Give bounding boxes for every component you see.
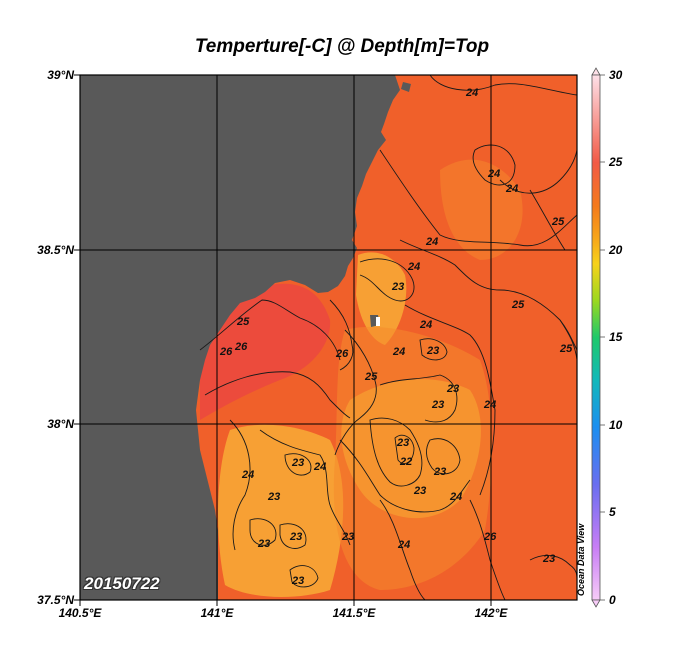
contour-label: 24 — [407, 261, 420, 273]
contour-line — [329, 299, 354, 371]
contour-label: 23 — [426, 345, 439, 357]
lat-label-38.5N: 38.5°N — [37, 243, 74, 257]
land-mass — [80, 75, 400, 600]
contour-line — [426, 438, 461, 475]
contour-label: 25 — [551, 216, 565, 228]
contour-line — [419, 338, 448, 361]
lon-label-141.5E: 141.5°E — [332, 606, 376, 620]
map-title: Temperture[-C] @ Depth[m]=Top — [194, 36, 490, 57]
contour-label: 24 — [419, 319, 432, 331]
contour-line — [379, 499, 426, 600]
contour-line — [279, 523, 307, 549]
contour-label: 25 — [236, 316, 250, 328]
contour-line — [529, 189, 566, 251]
contour-line — [359, 258, 415, 302]
contour-line — [229, 419, 251, 551]
contour-line — [249, 518, 277, 546]
colorbar-bottom-arrow — [591, 599, 601, 608]
contour-line — [289, 565, 319, 588]
contour-line — [379, 149, 577, 247]
watermark: Ocean Data View — [576, 523, 586, 596]
colorbar-label: 20 — [609, 243, 623, 257]
small-white-island — [376, 317, 380, 326]
contour-label: 23 — [291, 457, 304, 469]
map-frame — [79, 74, 578, 601]
contour-label: 24 — [425, 236, 438, 248]
contour-label-group: 24 24 24 25 24 24 23 25 24 25 26 26 23 2… — [219, 87, 573, 587]
contour-label: 24 — [313, 461, 326, 473]
contour-label: 25 — [559, 343, 573, 355]
contour-line — [394, 434, 415, 464]
contour-label: 26 — [335, 348, 349, 360]
contour-label: 26 — [234, 341, 248, 353]
contour-label: 23 — [542, 553, 555, 565]
contour-label: 24 — [449, 491, 462, 503]
colorbar — [591, 67, 605, 608]
colorbar-top-arrow — [591, 67, 601, 76]
contour-label: 26 — [219, 346, 233, 358]
contour-line — [559, 319, 577, 351]
contour-label: 23 — [433, 466, 446, 478]
warm-coastal-water — [200, 283, 331, 420]
contour-line — [334, 329, 377, 456]
contour-label: 23 — [257, 538, 270, 550]
contour-label: 24 — [483, 399, 496, 411]
axis-ticks — [74, 74, 492, 606]
contour-line — [259, 429, 351, 546]
colorbar-label: 0 — [609, 593, 616, 607]
contour-label: 24 — [505, 183, 518, 195]
contour-label: 23 — [291, 575, 304, 587]
contour-label: 22 — [399, 456, 412, 468]
contour-label: 25 — [364, 371, 378, 383]
contour-line — [499, 149, 577, 194]
lon-label-142E: 142°E — [474, 606, 508, 620]
cool-water-patch — [356, 252, 407, 345]
island — [401, 82, 411, 92]
contour-label: 24 — [241, 469, 254, 481]
date-stamp: 20150722 — [84, 574, 160, 593]
lon-label-141E: 141°E — [200, 606, 234, 620]
contour-line — [472, 144, 516, 186]
contour-lines — [199, 75, 577, 600]
contour-label: 23 — [396, 437, 409, 449]
lon-label-140.5E: 140.5°E — [58, 606, 102, 620]
contour-line — [339, 439, 471, 513]
cool-water-patch — [218, 424, 344, 597]
contour-label: 26 — [483, 531, 497, 543]
colorbar-label: 25 — [609, 155, 623, 169]
contour-line — [469, 499, 506, 600]
contour-label: 24 — [392, 346, 405, 358]
colorbar-label: 5 — [609, 505, 616, 519]
colorbar-label: 10 — [609, 418, 623, 432]
graticule — [80, 75, 577, 600]
contour-line — [199, 299, 341, 361]
contour-label: 24 — [465, 87, 478, 99]
colorbar-bar — [591, 74, 601, 601]
contour-line — [429, 75, 577, 96]
contour-label: 25 — [511, 299, 525, 311]
contour-label: 24 — [397, 539, 410, 551]
lat-label-37.5N: 37.5°N — [37, 593, 74, 607]
contour-line — [379, 374, 458, 423]
mid-water-patch — [333, 326, 492, 590]
contour-label: 23 — [391, 281, 404, 293]
lat-label-39N: 39°N — [47, 68, 74, 82]
colorbar-label: 15 — [609, 330, 623, 344]
colorbar-label: 30 — [609, 68, 623, 82]
contour-label: 23 — [341, 531, 354, 543]
contour-label: 23 — [431, 399, 444, 411]
lat-label-38N: 38°N — [47, 417, 74, 431]
contour-line — [284, 453, 312, 476]
contour-label: 23 — [289, 531, 302, 543]
contour-label: 23 — [413, 485, 426, 497]
contour-line — [204, 371, 351, 419]
contour-label: 24 — [487, 168, 500, 180]
contour-label: 23 — [446, 383, 459, 395]
contour-label: 23 — [267, 491, 280, 503]
contour-line — [369, 417, 423, 487]
